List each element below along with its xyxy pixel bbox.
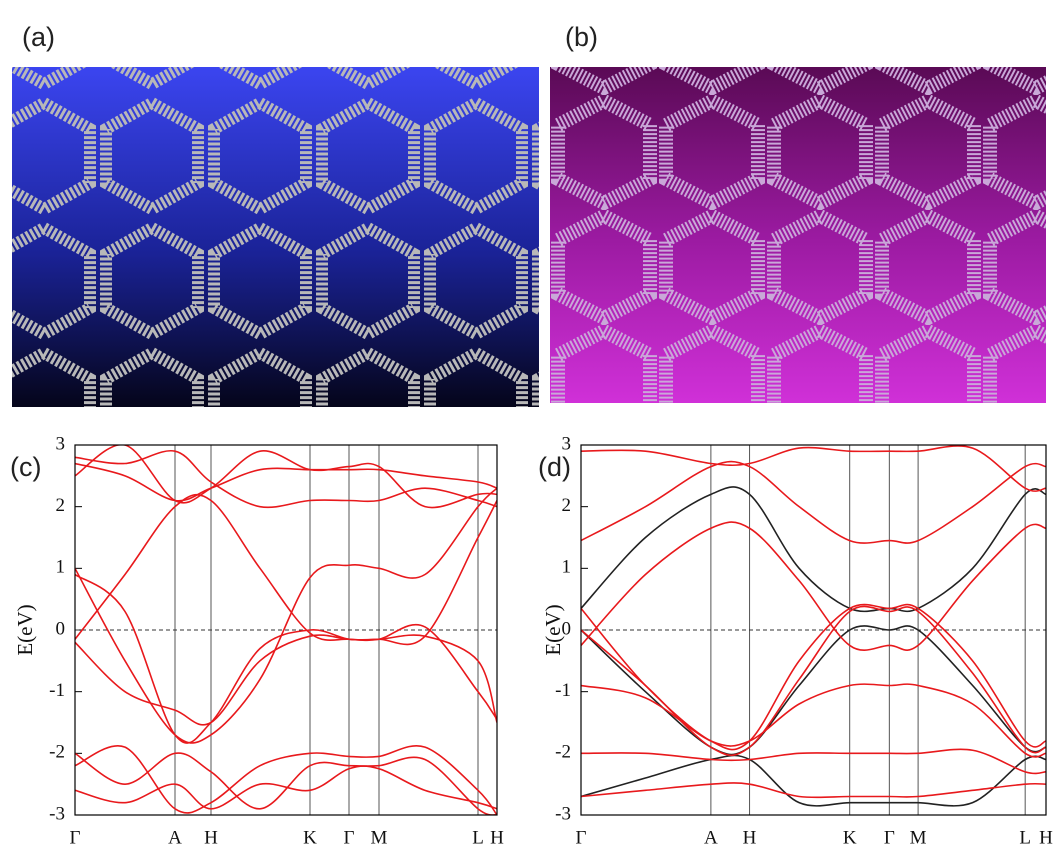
panel-label: (a) xyxy=(22,22,55,52)
panel-label: (c) xyxy=(10,452,41,482)
image-a xyxy=(12,67,539,407)
y-tick-label: -1 xyxy=(49,680,65,701)
band xyxy=(75,766,497,809)
x-tick-label: Γ xyxy=(344,827,355,848)
x-tick-label: H xyxy=(204,827,218,848)
x-tick-label: A xyxy=(704,827,718,848)
y-tick-label: 2 xyxy=(56,495,66,516)
panel-label: (b) xyxy=(565,22,598,52)
x-tick-label: Γ xyxy=(884,827,895,848)
panel-label: (d) xyxy=(538,452,571,482)
y-tick-label: 0 xyxy=(56,618,66,639)
x-tick-label: A xyxy=(168,827,182,848)
y-tick-label: -3 xyxy=(555,803,571,824)
x-tick-label: L xyxy=(1019,827,1031,848)
x-tick-label: M xyxy=(371,827,388,848)
y-tick-label: 2 xyxy=(562,495,572,516)
x-tick-label: M xyxy=(910,827,927,848)
band xyxy=(581,522,1046,650)
x-tick-label: H xyxy=(743,827,757,848)
y-tick-label: 1 xyxy=(562,557,572,578)
band xyxy=(581,783,1046,797)
band xyxy=(75,495,497,645)
image-b xyxy=(550,67,1046,403)
y-tick-label: -2 xyxy=(555,742,571,763)
y-tick-label: 3 xyxy=(56,433,66,454)
figure: (a) (b) (c)E(eV)-3-2-10123ΓAHKΓMLH(d)E(e… xyxy=(0,0,1056,853)
x-tick-label: L xyxy=(472,827,484,848)
band xyxy=(75,746,497,815)
x-tick-label: H xyxy=(490,827,504,848)
band xyxy=(581,756,1046,806)
y-tick-label: 1 xyxy=(56,557,66,578)
x-tick-label: K xyxy=(843,827,857,848)
band xyxy=(581,749,1046,773)
x-tick-label: K xyxy=(303,827,317,848)
x-tick-label: Γ xyxy=(576,827,587,848)
band xyxy=(581,462,1046,544)
x-tick-label: H xyxy=(1039,827,1053,848)
y-tick-label: 3 xyxy=(562,433,572,454)
band xyxy=(75,488,497,743)
y-tick-label: -3 xyxy=(49,803,65,824)
y-axis-label: E(eV) xyxy=(13,604,37,655)
band xyxy=(581,684,1046,757)
band xyxy=(75,753,497,815)
band xyxy=(75,464,497,501)
band xyxy=(581,446,1046,491)
band xyxy=(581,487,1046,611)
y-tick-label: -2 xyxy=(49,742,65,763)
y-tick-label: 0 xyxy=(562,618,572,639)
band xyxy=(581,606,1046,755)
band xyxy=(75,575,497,744)
y-tick-label: -1 xyxy=(555,680,571,701)
x-tick-label: Γ xyxy=(70,827,81,848)
